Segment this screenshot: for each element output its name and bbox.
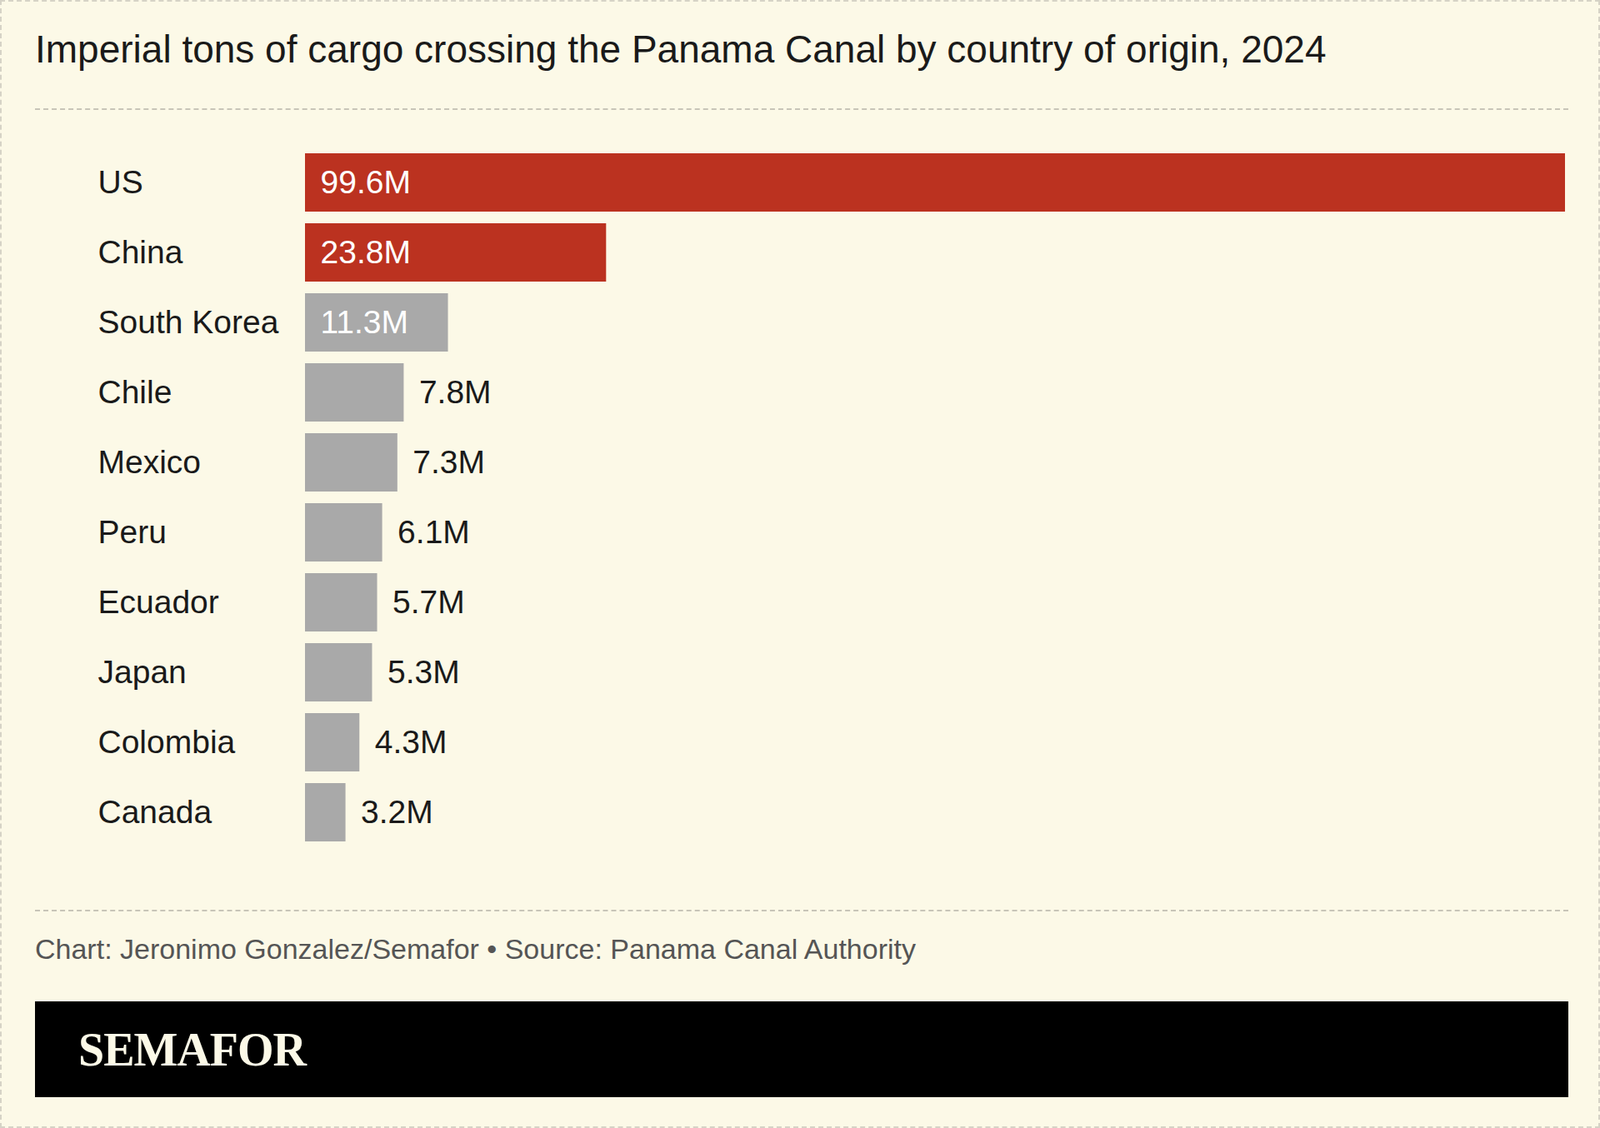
svg-text:Ecuador: Ecuador [98,584,220,620]
svg-text:7.8M: 7.8M [419,374,492,410]
svg-text:South Korea: South Korea [98,304,280,340]
svg-text:US: US [98,164,144,200]
svg-text:7.3M: 7.3M [412,444,485,480]
svg-text:Chile: Chile [98,374,173,410]
svg-text:11.3M: 11.3M [320,304,410,340]
html-text:SEMAFOR: SEMAFOR [78,1024,306,1076]
svg-text:Canada: Canada [98,794,213,830]
svg-text:China: China [98,234,184,270]
html-text:Imperial tons of cargo crossin: Imperial tons of cargo crossing the Pana… [35,27,1327,71]
svg-text:23.8M: 23.8M [320,234,411,270]
svg-text:Japan: Japan [98,654,187,690]
svg-text:4.3M: 4.3M [375,724,448,760]
svg-text:3.2M: 3.2M [360,794,434,830]
svg-text:5.7M: 5.7M [392,584,465,620]
svg-text:Peru: Peru [98,514,167,550]
svg-text:99.6M: 99.6M [320,164,411,200]
svg-text:Mexico: Mexico [98,444,202,480]
html-text:Chart: Jeronimo Gonzalez/Semaf: Chart: Jeronimo Gonzalez/Semafor • Sourc… [35,933,916,965]
svg-text:5.3M: 5.3M [387,654,460,690]
svg-text:Colombia: Colombia [98,724,236,760]
svg-text:6.1M: 6.1M [397,514,470,550]
